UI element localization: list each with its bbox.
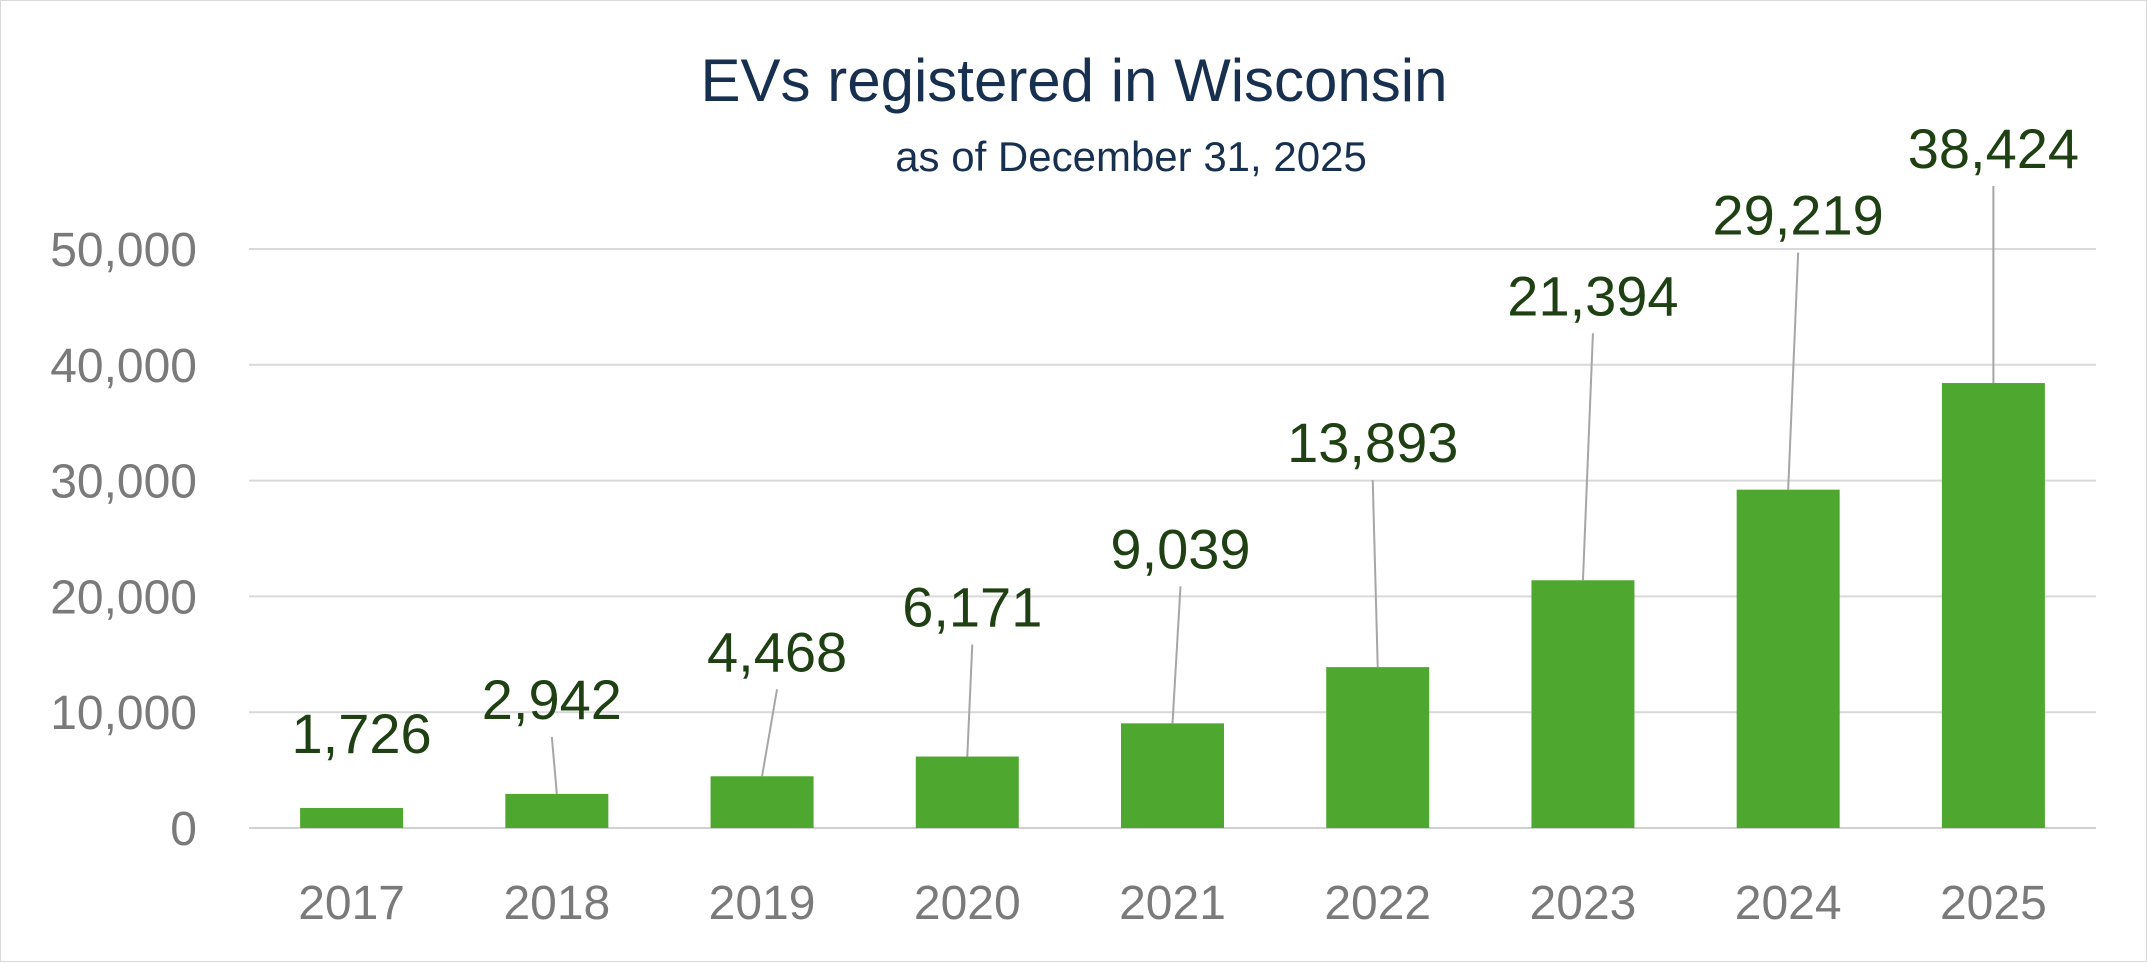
y-tick-label: 20,000 (50, 571, 197, 624)
leader-line (1581, 333, 1594, 581)
bar (1941, 383, 2045, 828)
leader-line (761, 689, 779, 777)
y-tick-label: 10,000 (50, 687, 197, 740)
bar (915, 756, 1019, 828)
leader-line (1787, 252, 1800, 490)
x-tick-label: 2020 (914, 877, 1021, 930)
bar (710, 776, 814, 828)
x-axis-tick-labels: 2017 2018 2019 2020 2021 2022 2023 2024 2025 (298, 877, 2047, 930)
x-tick-label: 2019 (709, 877, 816, 930)
x-tick-label: 2021 (1119, 877, 1226, 930)
chart-title: EVs registered in Wisconsin (701, 47, 1448, 114)
data-label: 1,726 (292, 702, 432, 765)
y-tick-label: 30,000 (50, 456, 197, 509)
y-tick-label: 40,000 (50, 340, 197, 393)
leader-line (550, 736, 558, 795)
bar (1121, 723, 1224, 828)
data-labels: 1,726 2,942 4,468 6,171 9,039 13,893 21,394 29,… (292, 117, 2079, 765)
bars (300, 383, 2045, 828)
data-label: 6,171 (902, 576, 1042, 639)
chart-subtitle: as of December 31, 2025 (895, 133, 1367, 180)
data-label: 2,942 (482, 668, 622, 731)
bar (1326, 667, 1430, 828)
data-label: 13,893 (1287, 411, 1458, 474)
x-tick-label: 2017 (298, 877, 405, 930)
leader-line (1171, 586, 1182, 724)
leader-line (1371, 480, 1379, 668)
data-label: 9,039 (1110, 517, 1250, 580)
y-tick-label: 0 (170, 803, 197, 856)
leader-lines (550, 186, 1995, 795)
y-tick-label: 50,000 (50, 224, 197, 277)
data-label: 29,219 (1713, 184, 1884, 247)
x-tick-label: 2024 (1735, 877, 1842, 930)
bar (505, 793, 609, 828)
x-tick-label: 2025 (1940, 877, 2047, 930)
bar (300, 808, 404, 828)
data-label: 38,424 (1908, 117, 2079, 180)
x-tick-label: 2022 (1324, 877, 1431, 930)
x-tick-label: 2023 (1530, 877, 1637, 930)
data-label: 21,394 (1507, 264, 1678, 327)
bar (1736, 489, 1840, 828)
leader-line (966, 644, 974, 757)
x-tick-label: 2018 (503, 877, 610, 930)
y-axis-tick-labels: 0 10,000 20,000 30,000 40,000 50,000 (50, 224, 197, 856)
bar (1531, 580, 1635, 828)
data-label: 4,468 (707, 620, 847, 683)
